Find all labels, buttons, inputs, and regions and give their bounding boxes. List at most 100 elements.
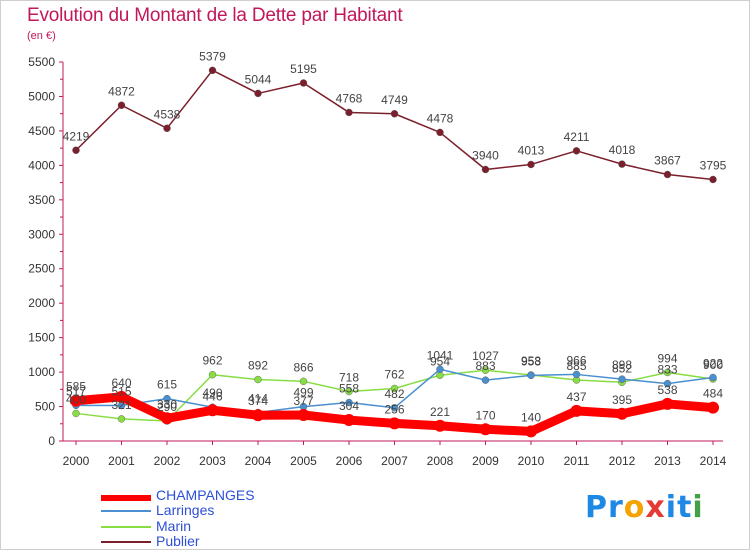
logo-letter: i [665,490,678,525]
data-point-publier [163,124,171,132]
data-label-champanges: 585 [66,380,86,394]
data-label-publier: 3795 [700,158,727,172]
x-tick-label: 2005 [290,454,317,468]
data-label-marin: 885 [566,359,586,373]
data-label-publier: 4478 [427,111,454,125]
data-label-marin: 290 [157,400,177,414]
data-label-larringes: 517 [66,384,86,398]
data-label-champanges: 446 [202,389,222,403]
logo-letter: i [692,490,704,525]
data-label-champanges: 640 [111,376,131,390]
axes: 0 500 1000 1500 2000 2500 3000 3500 4000 4500 5000… [28,55,726,468]
data-label-larringes: 615 [157,378,177,392]
data-point-publier [709,175,717,184]
data-label-marin: 718 [339,371,359,385]
data-label-larringes: 883 [475,359,495,373]
data-point-larringes [618,375,626,383]
data-point-larringes [527,371,535,380]
data-label-marin: 400 [66,392,86,406]
data-label-marin: 852 [612,361,632,375]
data-label-publier: 5044 [245,72,272,86]
data-point-champanges [434,419,446,432]
data-point-marin [345,387,353,396]
data-label-marin: 866 [293,360,313,374]
data-labels-layer: 585 640 330 446 374 377 304 256 221 170 140 437 395 5… [63,49,727,424]
y-tick-label: 500 [35,400,55,414]
data-label-publier: 3867 [654,154,681,168]
data-label-larringes: 499 [293,386,313,400]
data-label-marin: 900 [703,358,723,372]
data-label-champanges: 437 [566,390,586,404]
data-point-larringes [345,398,353,407]
data-point-marin [72,409,80,418]
data-point-marin [208,371,217,379]
data-label-publier: 4538 [154,107,181,121]
data-point-champanges [161,412,173,425]
data-label-publier: 4749 [381,93,408,107]
data-point-champanges [479,423,492,436]
y-tick-label: 1500 [28,331,55,345]
chart-subtitle: (en €) [27,30,56,42]
x-tick-label: 2013 [654,454,681,468]
data-label-larringes: 1041 [427,348,454,362]
legend-swatch-larringes [101,510,151,512]
data-point-champanges [70,394,82,407]
data-point-champanges [616,407,628,420]
data-point-publier [345,108,353,117]
x-tick-label: 2000 [63,454,90,468]
data-point-marin [481,366,490,374]
x-tick-label: 2003 [199,454,226,468]
data-label-champanges: 221 [430,405,450,419]
data-label-champanges: 304 [339,399,359,413]
y-tick-label: 3500 [28,193,55,207]
data-point-champanges [343,414,355,427]
data-point-marin [390,384,399,393]
data-label-larringes: 833 [657,363,677,377]
data-point-champanges [252,409,264,422]
x-tick-label: 2006 [336,454,363,468]
x-tick-label: 2012 [609,454,636,468]
data-point-larringes [572,370,581,379]
legend-label-larringes: Larringes [156,502,215,518]
data-point-larringes [163,394,171,403]
y-tick-label: 2000 [28,296,55,310]
y-tick-label: 5000 [28,89,55,103]
data-point-larringes [709,373,717,382]
data-point-publier [618,160,626,168]
data-point-champanges [115,390,128,403]
legend-swatch-champanges [101,495,151,501]
data-point-publier [254,89,262,98]
data-label-larringes: 558 [339,382,359,396]
data-point-larringes [663,379,672,388]
data-point-publier [390,110,399,118]
y-tick-label: 5500 [28,55,55,69]
data-label-marin: 962 [202,354,222,368]
data-label-larringes: 922 [703,356,723,370]
series-line-publier [75,69,714,181]
data-label-champanges: 377 [293,394,313,408]
legend-label-marin: Marin [156,518,192,534]
logo-letter: x [645,490,666,525]
data-label-marin: 321 [111,398,131,412]
data-point-publier [299,79,308,87]
legend-swatch-publier [101,541,151,543]
data-label-champanges: 140 [521,410,541,424]
data-label-larringes: 898 [612,358,632,372]
y-tick-label: 1000 [28,365,55,379]
data-label-larringes: 482 [384,387,404,401]
data-point-publier [208,66,217,75]
logo-letter: r [608,490,624,525]
data-label-champanges: 395 [612,393,632,407]
x-tick-label: 2010 [518,454,545,468]
data-point-champanges [661,397,674,410]
legend-label-publier: Publier [156,533,200,549]
legend-item-larringes: Larringes [101,502,341,518]
data-label-publier: 3940 [472,148,499,162]
data-label-champanges: 170 [475,408,495,422]
y-tick-label: 0 [48,434,55,448]
data-point-champanges [206,404,219,417]
data-label-marin: 954 [430,354,450,368]
data-point-publier [663,170,672,179]
